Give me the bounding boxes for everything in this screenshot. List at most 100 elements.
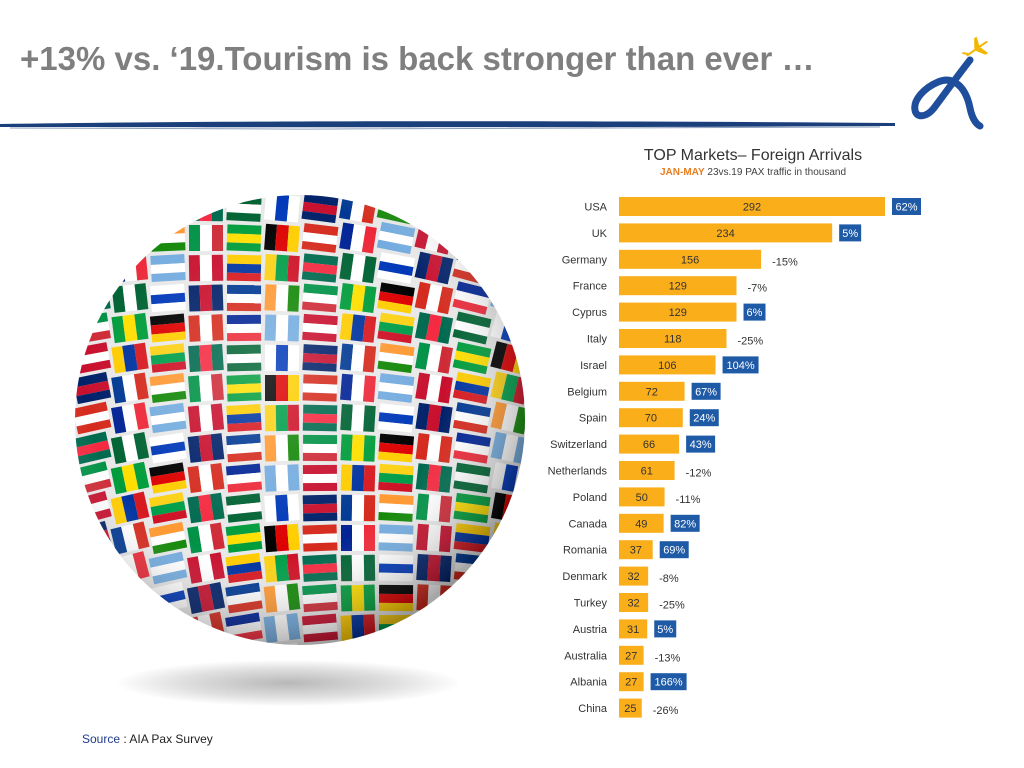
change-label: 6% (747, 307, 763, 319)
bar-value-label: 129 (669, 281, 687, 293)
change-label: -13% (655, 652, 681, 664)
alpha-airplane-logo-icon (911, 36, 989, 130)
bar (619, 197, 885, 216)
source-text: AIA Pax Survey (129, 732, 213, 746)
change-badge (839, 224, 862, 242)
bar (619, 355, 716, 375)
change-badge (650, 673, 687, 691)
bar (619, 329, 727, 348)
bar-value-label: 66 (643, 439, 655, 451)
change-label: 24% (693, 413, 715, 425)
bar-value-label: 106 (658, 360, 676, 372)
change-label: -8% (659, 573, 679, 585)
change-label: -11% (676, 494, 701, 506)
source-separator: : (120, 732, 130, 746)
change-label: -7% (748, 283, 768, 295)
source-note: Source : AIA Pax Survey (82, 732, 213, 746)
bar-value-label: 129 (669, 307, 687, 319)
category-label: Israel (580, 360, 607, 372)
category-label: Italy (587, 334, 608, 346)
change-badge (689, 409, 719, 427)
bar-value-label: 27 (625, 677, 637, 689)
category-label: Cyprus (572, 307, 607, 319)
category-label: Austria (573, 624, 608, 636)
chart-subtitle-text: 23vs.19 PAX traffic in thousand (704, 167, 847, 178)
bar (619, 645, 644, 665)
category-label: France (573, 281, 607, 293)
bar-value-label: 25 (624, 703, 636, 715)
bar (619, 381, 685, 401)
change-badge (654, 620, 677, 638)
flags-globe-image (75, 195, 525, 645)
bar (619, 249, 762, 269)
change-label: 104% (726, 360, 754, 372)
category-label: USA (584, 202, 607, 214)
change-label: -25% (659, 600, 685, 612)
bar-value-label: 118 (664, 334, 682, 346)
change-label: 5% (657, 624, 673, 636)
bar (619, 223, 833, 243)
bar-value-label: 50 (636, 492, 648, 504)
change-label: 67% (695, 386, 717, 398)
bar (619, 672, 644, 692)
category-label: Australia (564, 650, 608, 662)
bar-value-label: 70 (645, 413, 657, 425)
change-badge (670, 514, 700, 532)
change-badge (691, 382, 721, 400)
slide-title: +13% vs. ‘19.Tourism is back stronger th… (20, 40, 815, 77)
category-label: Canada (568, 518, 607, 530)
category-label: UK (592, 228, 608, 240)
change-label: -15% (772, 256, 798, 268)
chart-title: TOP Markets– Foreign Arrivals (643, 147, 863, 164)
change-badge (686, 435, 716, 453)
source-label: Source (82, 732, 121, 746)
change-label: -12% (686, 468, 712, 480)
category-label: Switzerland (550, 439, 607, 451)
change-badge (892, 198, 921, 215)
category-label: Belgium (567, 386, 607, 398)
bar-value-label: 61 (641, 466, 653, 478)
bar (619, 434, 680, 454)
bar-value-label: 234 (716, 228, 734, 240)
bar-value-label: 49 (635, 518, 647, 530)
category-label: China (578, 703, 608, 715)
change-label: 166% (655, 677, 683, 689)
bar (619, 593, 649, 612)
bar (619, 461, 675, 480)
chart-subtitle: JAN-MAY 23vs.19 PAX traffic in thousand (600, 167, 906, 178)
change-badge (659, 541, 689, 559)
bar-value-label: 292 (743, 202, 761, 214)
bar (619, 276, 737, 296)
category-label: Germany (562, 254, 608, 266)
globe-shadow (118, 660, 458, 706)
category-label: Turkey (574, 598, 608, 610)
bar (619, 698, 642, 718)
bar (619, 302, 737, 322)
bar (619, 566, 649, 586)
category-label: Denmark (562, 571, 607, 583)
change-label: 43% (690, 439, 712, 451)
bar-value-label: 32 (627, 571, 639, 583)
change-label: -26% (653, 705, 679, 717)
change-label: -25% (737, 336, 763, 348)
title-divider-brushstroke (0, 121, 895, 130)
change-label: 62% (895, 202, 917, 214)
bar (619, 619, 648, 639)
category-label: Romania (563, 545, 608, 557)
bar-value-label: 156 (681, 254, 699, 266)
bar (619, 408, 683, 428)
change-badge (722, 356, 759, 374)
bar (619, 487, 665, 507)
bar-value-label: 32 (627, 598, 639, 610)
bar (619, 540, 653, 560)
bar (619, 513, 664, 533)
bar-value-label: 27 (625, 650, 637, 662)
category-label: Albania (570, 677, 608, 689)
category-label: Netherlands (548, 466, 608, 478)
chart-subtitle-period: JAN-MAY (659, 167, 705, 178)
change-label: 5% (842, 228, 858, 240)
change-label: 69% (663, 545, 685, 557)
bar-value-label: 72 (646, 386, 658, 398)
bar-value-label: 37 (630, 545, 642, 557)
